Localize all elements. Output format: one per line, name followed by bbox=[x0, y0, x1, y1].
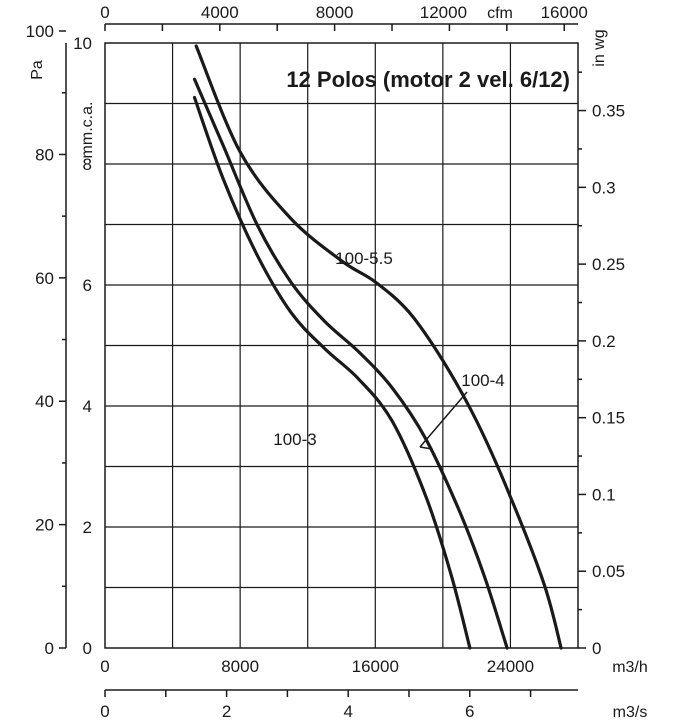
x-tick-label-m3s: 6 bbox=[465, 702, 474, 721]
y-tick-label-inwg: 0.3 bbox=[592, 178, 616, 197]
curve-label-100-5.5: 100-5.5 bbox=[335, 249, 393, 268]
labels: 100-5.5 100-4 100-3 bbox=[273, 249, 505, 450]
y-tick-label-inwg: 0.2 bbox=[592, 332, 616, 351]
curve-label-100-4: 100-4 bbox=[461, 371, 504, 390]
y-tick-label-inwg: 0.1 bbox=[592, 485, 616, 504]
curve-label-100-3: 100-3 bbox=[273, 430, 316, 449]
y-tick-label-pa: 40 bbox=[35, 392, 54, 411]
y-unit-label-pa: Pa bbox=[29, 60, 46, 80]
x-tick-label-m3h: 8000 bbox=[221, 657, 259, 676]
y-tick-label-mmca: 8 bbox=[83, 155, 92, 174]
y-tick-label-inwg: 0.35 bbox=[592, 102, 625, 121]
x-tick-label-m3s: 0 bbox=[100, 702, 109, 721]
y-tick-label-pa: 60 bbox=[35, 269, 54, 288]
x-tick-label-cfm: 16000 bbox=[541, 3, 588, 22]
chart-title: 12 Polos (motor 2 vel. 6/12) bbox=[286, 67, 570, 92]
y-tick-label-mmca: 4 bbox=[83, 397, 92, 416]
y-unit-label-mmca: mm.c.a. bbox=[79, 102, 96, 159]
grid bbox=[105, 43, 578, 648]
x-tick-label-m3h: 0 bbox=[100, 657, 109, 676]
axes: 0 8000 16000 24000 m3/h0 2 4 6 m3/s0 4000 8000 1200… bbox=[26, 3, 648, 721]
y-tick-label-mmca: 0 bbox=[83, 639, 92, 658]
y-tick-label-pa: 80 bbox=[35, 145, 54, 164]
curves bbox=[192, 44, 563, 650]
x-unit-label-m3s: m3/s bbox=[613, 704, 648, 721]
curve-100-4 bbox=[192, 77, 509, 650]
curve-label-leader-100-4 bbox=[419, 446, 433, 450]
x-tick-label-m3s: 4 bbox=[343, 702, 352, 721]
curve-label-leader-100-4 bbox=[419, 391, 468, 448]
x-tick-label-cfm: 4000 bbox=[201, 3, 239, 22]
x-unit-label-cfm: cfm bbox=[487, 5, 513, 22]
curve-100-5.5 bbox=[194, 44, 563, 650]
x-tick-label-m3h: 16000 bbox=[352, 657, 399, 676]
y-tick-label-pa: 20 bbox=[35, 516, 54, 535]
y-tick-label-mmca: 2 bbox=[83, 518, 92, 537]
y-tick-label-inwg: 0.15 bbox=[592, 409, 625, 428]
x-tick-label-m3h: 24000 bbox=[487, 657, 534, 676]
x-tick-label-m3s: 2 bbox=[222, 702, 231, 721]
y-tick-label-pa: 0 bbox=[45, 639, 54, 658]
y-tick-label-pa: 100 bbox=[26, 22, 54, 41]
x-unit-label-m3h: m3/h bbox=[612, 659, 648, 676]
y-tick-label-mmca: 6 bbox=[83, 276, 92, 295]
plot-frame bbox=[104, 42, 579, 649]
y-tick-label-inwg: 0.05 bbox=[592, 562, 625, 581]
y-tick-label-inwg: 0 bbox=[592, 639, 601, 658]
y-tick-label-inwg: 0.25 bbox=[592, 255, 625, 274]
x-tick-label-cfm: 12000 bbox=[420, 3, 467, 22]
x-tick-label-cfm: 8000 bbox=[316, 3, 354, 22]
curve-100-3 bbox=[192, 95, 472, 650]
y-tick-label-mmca: 10 bbox=[73, 34, 92, 53]
x-tick-label-cfm: 0 bbox=[100, 3, 109, 22]
y-unit-label-inwg: in wg bbox=[591, 29, 608, 66]
